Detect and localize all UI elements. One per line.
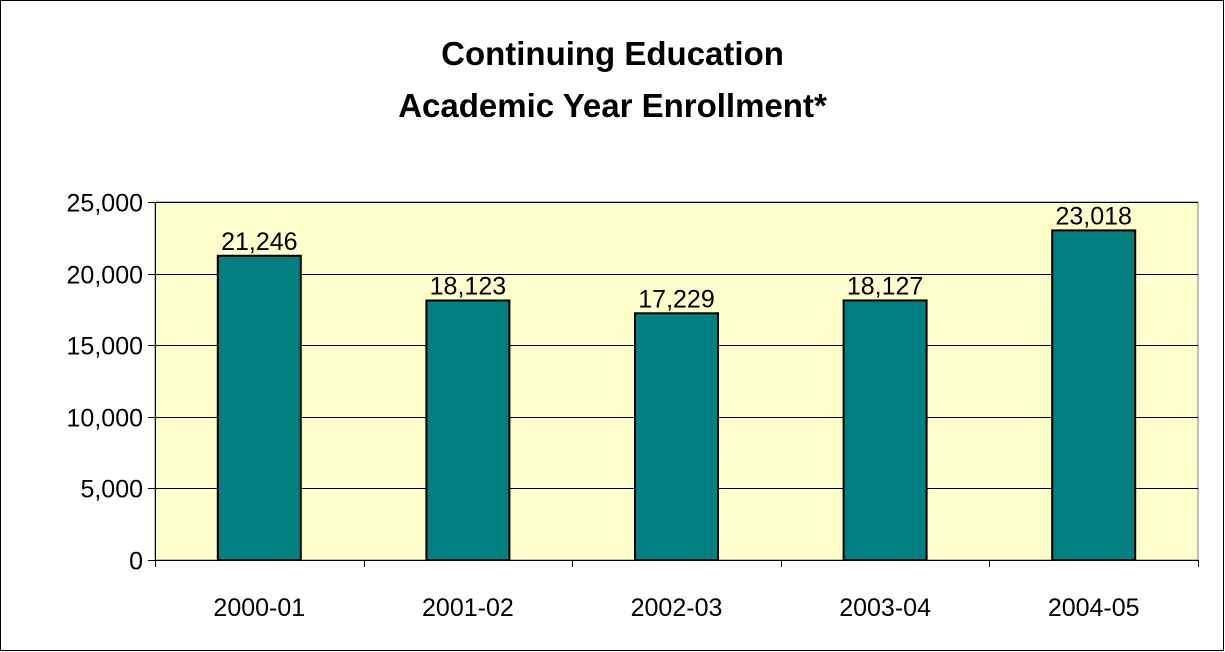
bar-2003-04 (842, 299, 928, 561)
bar-value-label: 21,246 (221, 228, 297, 256)
y-tick-label: 10,000 (67, 405, 143, 433)
y-tick-label: 25,000 (67, 190, 143, 218)
bar-value-label: 18,127 (847, 272, 923, 300)
x-tick-label: 2004-05 (1048, 594, 1140, 622)
y-tick-label: 15,000 (67, 333, 143, 361)
chart-title-line-2: Academic Year Enrollment* (398, 87, 827, 124)
x-axis-tick-labels: 2000-01 2001-02 2002-03 2003-04 2004-05 (213, 594, 1139, 622)
bar-value-label: 18,123 (430, 272, 506, 300)
data-labels: 21,246 18,123 17,229 18,127 23,018 (221, 202, 1132, 313)
bars (216, 229, 1137, 562)
bar-value-label: 23,018 (1055, 202, 1131, 230)
x-tick-label: 2003-04 (839, 594, 931, 622)
chart-title-line-1: Continuing Education (441, 35, 784, 72)
bar-2004-05 (1051, 229, 1137, 561)
bar-2000-01 (216, 254, 302, 561)
axes (148, 202, 1199, 567)
y-tick-label: 5,000 (80, 476, 143, 504)
x-tick-label: 2002-03 (631, 594, 723, 622)
x-tick-label: 2000-01 (213, 594, 305, 622)
bar-2001-02 (425, 299, 511, 561)
y-tick-label: 0 (129, 548, 143, 576)
x-tick-label: 2001-02 (422, 594, 514, 622)
y-tick-label: 20,000 (67, 262, 143, 290)
bar-value-label: 17,229 (638, 285, 714, 313)
bar-2002-03 (634, 312, 719, 562)
y-axis-tick-labels: 0 5,000 10,000 15,000 20,000 25,000 (67, 190, 143, 576)
